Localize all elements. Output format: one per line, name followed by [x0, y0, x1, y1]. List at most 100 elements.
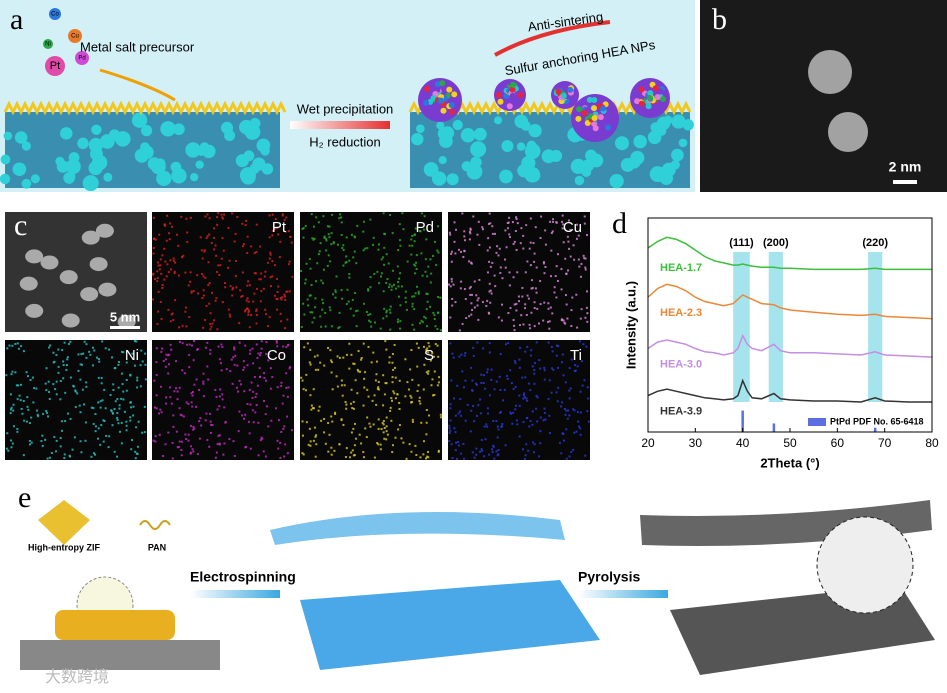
dot: [215, 254, 218, 257]
dot: [48, 398, 51, 401]
dot: [349, 307, 352, 310]
dot: [193, 340, 196, 343]
series-line: [647, 378, 932, 403]
dot: [586, 290, 589, 293]
dot: [214, 299, 217, 302]
dot: [101, 399, 104, 402]
dot: [507, 312, 510, 315]
dot: [543, 407, 546, 410]
dot: [404, 290, 407, 293]
dot: [450, 443, 453, 446]
dot: [453, 240, 456, 243]
dot: [555, 354, 558, 357]
atom: [581, 109, 588, 116]
dot: [45, 389, 48, 392]
dot: [504, 266, 507, 269]
dot: [212, 319, 215, 322]
dot: [257, 421, 260, 424]
dot: [218, 434, 221, 437]
dot: [379, 448, 382, 451]
dot: [515, 248, 518, 251]
dot: [240, 295, 243, 298]
dot: [415, 268, 418, 271]
arrow: [578, 590, 668, 598]
dot: [245, 219, 248, 222]
dot: [583, 257, 586, 260]
dot: [398, 223, 401, 226]
dot: [228, 259, 231, 262]
dot: [275, 340, 278, 343]
dot: [202, 294, 205, 297]
dot: [400, 437, 403, 440]
dot: [364, 247, 367, 250]
dot: [204, 276, 207, 279]
dot: [514, 386, 517, 389]
dot: [60, 420, 63, 423]
dot: [209, 412, 212, 415]
dot: [260, 272, 263, 275]
dot: [172, 414, 175, 417]
dot: [247, 309, 250, 312]
dot: [582, 254, 585, 257]
atom: [438, 156, 447, 165]
dot: [20, 345, 23, 348]
highlight-band: [868, 252, 883, 402]
dot: [543, 301, 546, 304]
dot: [283, 218, 286, 221]
dot: [509, 306, 512, 309]
dot: [413, 233, 416, 236]
dot: [356, 309, 359, 312]
dot: [358, 433, 361, 436]
dot: [328, 433, 331, 436]
dot: [302, 453, 305, 456]
dot: [57, 371, 60, 374]
dot: [202, 289, 205, 292]
dot: [158, 268, 161, 271]
atom: [3, 131, 13, 141]
dot: [582, 343, 585, 346]
dot: [574, 364, 577, 367]
atom: [656, 116, 671, 131]
dot: [480, 448, 483, 451]
dot: [348, 273, 351, 276]
dot: [522, 234, 525, 237]
dot: [217, 212, 220, 215]
dot: [155, 347, 158, 350]
dot: [587, 397, 590, 400]
dot: [60, 429, 63, 432]
dot: [409, 394, 412, 397]
dot: [426, 275, 429, 278]
dot: [385, 348, 388, 351]
fiber: [270, 512, 565, 545]
dot: [271, 213, 274, 216]
dot: [481, 449, 484, 452]
dot: [153, 379, 156, 382]
dot: [256, 356, 259, 359]
dot: [499, 266, 502, 269]
dot: [244, 308, 247, 311]
dot: [577, 258, 580, 261]
dot: [98, 360, 101, 363]
dot: [556, 279, 559, 282]
dot: [422, 345, 425, 348]
dot: [208, 445, 211, 448]
dot: [508, 233, 511, 236]
dot: [278, 256, 281, 259]
dot: [475, 382, 478, 385]
dot: [340, 289, 343, 292]
dot: [566, 317, 569, 320]
atom: [171, 168, 187, 184]
dot: [111, 412, 114, 415]
dot: [152, 252, 155, 255]
dot: [417, 292, 420, 295]
dot: [482, 347, 485, 350]
dot: [427, 372, 430, 375]
dot: [543, 272, 546, 275]
dot: [585, 345, 588, 348]
dot: [580, 360, 583, 363]
dot: [218, 395, 221, 398]
nanoparticle: [808, 50, 852, 94]
dot: [93, 349, 96, 352]
dot: [533, 369, 536, 372]
dot: [26, 375, 29, 378]
